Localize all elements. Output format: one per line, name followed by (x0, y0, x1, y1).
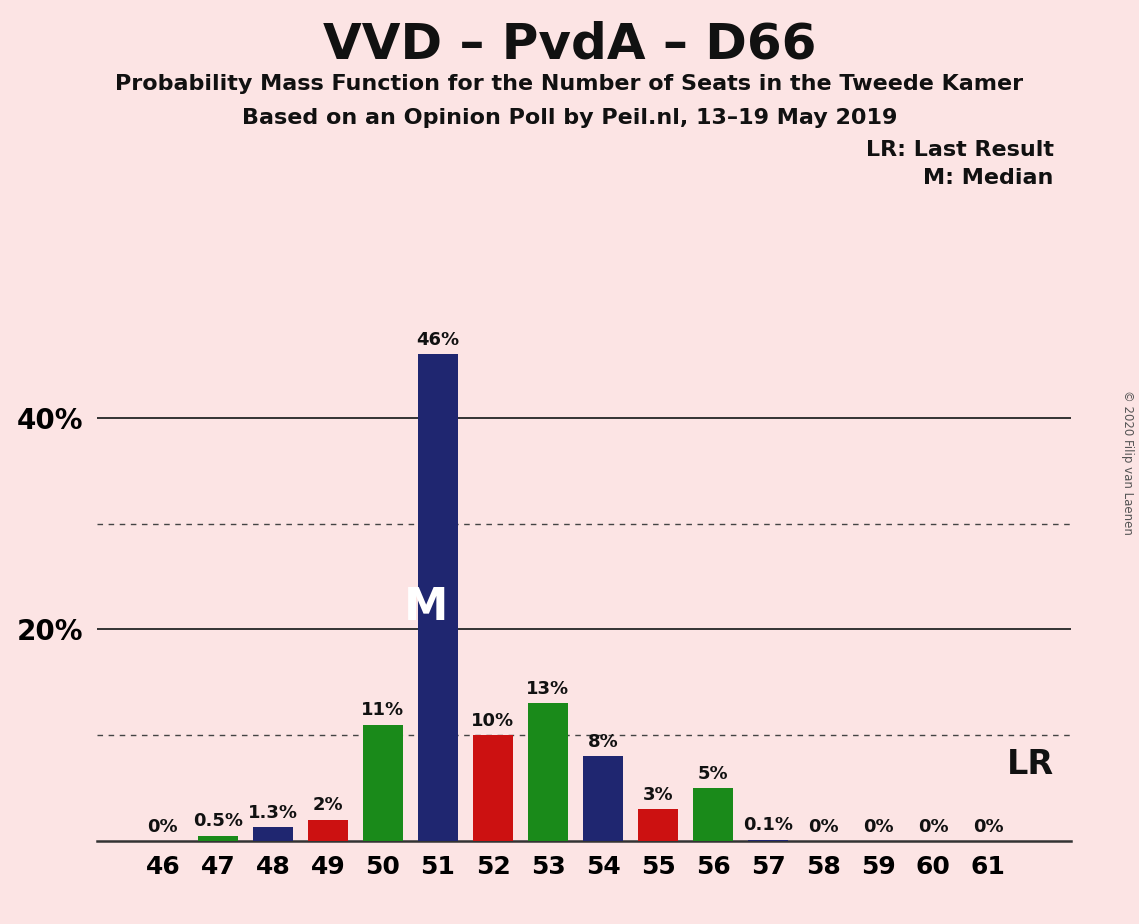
Bar (583, 756, 623, 841)
Text: VVD – PvdA – D66: VVD – PvdA – D66 (322, 20, 817, 68)
Text: 13%: 13% (526, 680, 570, 699)
Bar (748, 840, 788, 841)
Text: M: M (403, 586, 448, 629)
Text: M: Median: M: Median (924, 168, 1054, 188)
Bar (253, 827, 293, 841)
Text: 11%: 11% (361, 701, 404, 719)
Text: Probability Mass Function for the Number of Seats in the Tweede Kamer: Probability Mass Function for the Number… (115, 74, 1024, 94)
Text: 1.3%: 1.3% (248, 804, 298, 821)
Text: 0%: 0% (973, 818, 1003, 835)
Bar (363, 724, 403, 841)
Text: 0%: 0% (862, 818, 893, 835)
Text: Based on an Opinion Poll by Peil.nl, 13–19 May 2019: Based on an Opinion Poll by Peil.nl, 13–… (241, 108, 898, 128)
Text: LR: Last Result: LR: Last Result (866, 140, 1054, 161)
Bar (528, 703, 567, 841)
Bar (694, 788, 732, 841)
Text: 10%: 10% (472, 711, 515, 730)
Bar (308, 820, 347, 841)
Text: LR: LR (1007, 748, 1055, 781)
Text: 2%: 2% (312, 796, 343, 814)
Text: 46%: 46% (417, 331, 459, 349)
Text: 5%: 5% (698, 765, 728, 783)
Bar (638, 809, 678, 841)
Text: 0%: 0% (918, 818, 949, 835)
Bar (198, 835, 238, 841)
Bar (473, 736, 513, 841)
Text: 3%: 3% (642, 785, 673, 804)
Bar (418, 355, 458, 841)
Text: © 2020 Filip van Laenen: © 2020 Filip van Laenen (1121, 390, 1134, 534)
Text: 0.5%: 0.5% (192, 812, 243, 831)
Text: 0.1%: 0.1% (743, 817, 793, 834)
Text: 0%: 0% (148, 818, 178, 835)
Text: 8%: 8% (588, 733, 618, 751)
Text: 0%: 0% (808, 818, 838, 835)
